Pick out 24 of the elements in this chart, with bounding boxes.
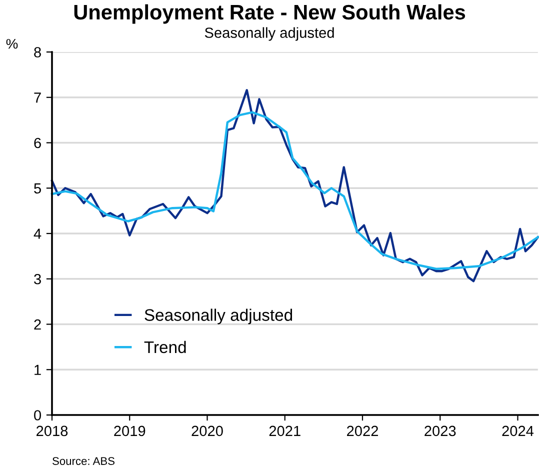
x-tick-label: 2020	[192, 426, 223, 436]
line-series	[50, 111, 539, 270]
y-tick-label: 2	[34, 319, 41, 330]
x-tick-label: 2024	[502, 426, 534, 436]
source-note: Source: ABS	[52, 457, 114, 465]
x-tick-label: 2021	[269, 426, 300, 436]
x-tick-label: 2018	[36, 426, 68, 436]
x-tick-label: 2019	[114, 426, 146, 436]
x-tick-label: 2022	[347, 426, 378, 436]
chart-subtitle: Seasonally adjusted	[204, 27, 334, 41]
y-tick-label: 1	[34, 364, 41, 375]
y-tick-label: 0	[34, 410, 42, 420]
x-tick-label: 2023	[424, 426, 456, 436]
y-tick-label: 4	[34, 228, 42, 239]
y-tick-label: 6	[34, 138, 41, 148]
y-tick-label: 7	[34, 92, 41, 103]
legend-label: Seasonally adjusted	[144, 308, 292, 324]
y-tick-label: 8	[34, 47, 41, 58]
chart-title: Unemployment Rate - New South Wales	[74, 4, 466, 24]
y-tick-label: 3	[34, 274, 41, 284]
y-axis-title: %	[6, 38, 18, 49]
legend-label: Trend	[144, 340, 186, 354]
y-tick-label: 5	[34, 183, 41, 194]
line-series	[50, 89, 539, 282]
